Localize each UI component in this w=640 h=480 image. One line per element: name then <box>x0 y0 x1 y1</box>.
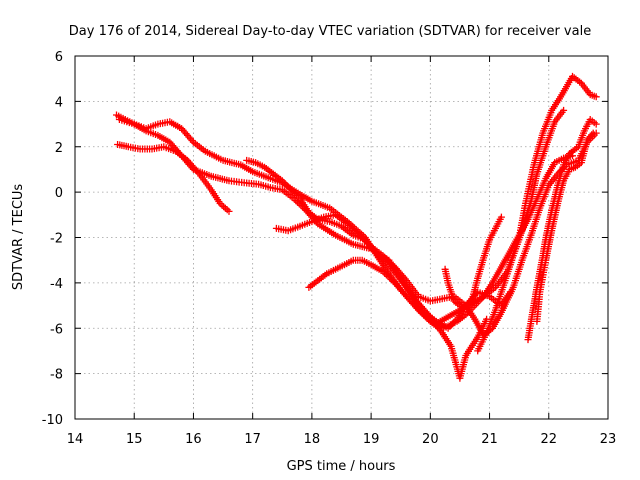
data-point <box>592 93 600 101</box>
axis-ticks <box>74 55 609 420</box>
series-track-10 <box>533 129 597 325</box>
tick-labels: 14 15 16 17 18 19 20 21 22 23 -10 -8 -6 -4 -2 0 2 4 6 <box>42 50 617 447</box>
x-tick-label: 20 <box>422 432 439 447</box>
data-point <box>589 129 597 137</box>
chart-title: Day 176 of 2014, Sidereal Day-to-day VTE… <box>69 24 591 39</box>
x-tick-label: 14 <box>67 432 84 447</box>
y-tick-label: -6 <box>50 322 63 337</box>
data-point <box>592 120 600 128</box>
y-tick-label: -2 <box>50 232 63 247</box>
series-track-2 <box>113 111 491 382</box>
x-tick-label: 22 <box>541 432 558 447</box>
data-point <box>225 207 233 215</box>
data-point <box>421 313 429 321</box>
x-tick-label: 21 <box>481 432 498 447</box>
x-tick-label: 17 <box>244 432 261 447</box>
x-tick-label: 15 <box>126 432 143 447</box>
y-tick-label: 4 <box>55 95 63 110</box>
x-tick-label: 23 <box>600 432 617 447</box>
y-tick-label: 6 <box>55 50 63 65</box>
y-axis-label: SDTVAR / TECUs <box>11 184 26 291</box>
y-tick-label: 2 <box>55 141 63 156</box>
x-tick-label: 19 <box>363 432 380 447</box>
data-point <box>497 213 505 221</box>
series-track-5 <box>272 129 600 339</box>
series-track-9 <box>524 116 600 344</box>
x-tick-label: 18 <box>304 432 321 447</box>
data-point <box>359 235 367 242</box>
series-track-8 <box>474 106 568 355</box>
data-point <box>220 203 228 211</box>
x-tick-label: 16 <box>185 432 202 447</box>
data-point <box>379 252 387 260</box>
y-tick-label: -4 <box>50 277 63 292</box>
data-series <box>113 72 600 382</box>
x-axis-label: GPS time / hours <box>287 459 396 474</box>
series-track-7 <box>441 213 505 312</box>
y-tick-label: 0 <box>55 186 63 201</box>
y-tick-label: -8 <box>50 368 63 383</box>
series-track-3 <box>115 72 600 328</box>
y-tick-label: -10 <box>42 413 63 428</box>
data-point <box>560 106 568 114</box>
